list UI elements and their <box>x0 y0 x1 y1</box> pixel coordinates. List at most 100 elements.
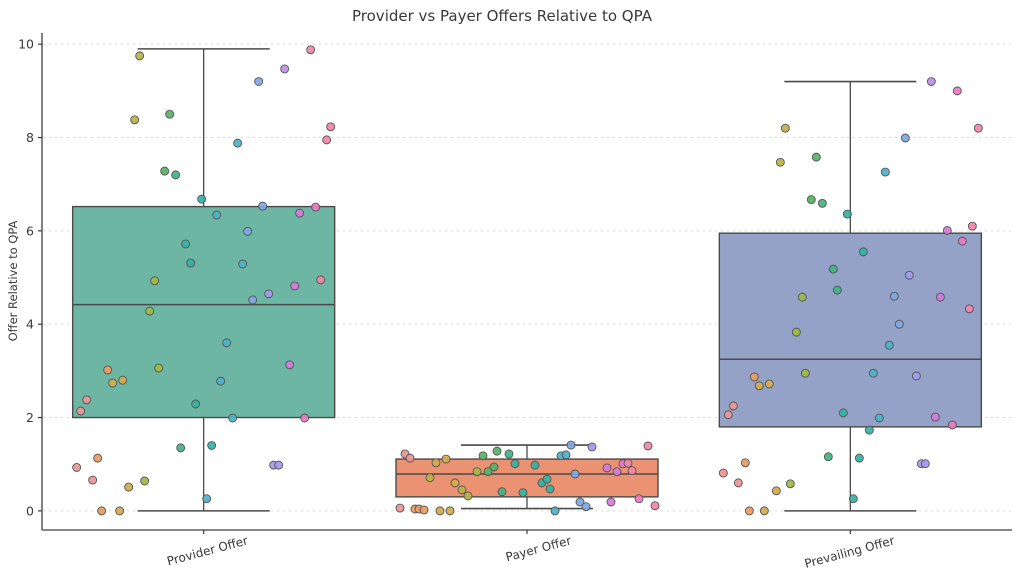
scatter-point <box>97 506 107 516</box>
scatter-point <box>441 454 451 464</box>
scatter-point <box>82 395 92 405</box>
scatter-point <box>612 467 622 477</box>
scatter-point <box>238 259 248 269</box>
scatter-point <box>744 506 754 516</box>
scatter-point <box>842 209 852 219</box>
scatter-point <box>643 441 653 451</box>
scatter-point <box>405 453 415 463</box>
scatter-point <box>926 77 936 86</box>
scatter-point <box>254 77 264 86</box>
scatter-point <box>806 195 816 205</box>
chart-title: Provider vs Payer Offers Relative to QPA <box>352 7 652 25</box>
scatter-point <box>650 501 660 511</box>
scatter-point <box>749 372 759 382</box>
box-payer-offer <box>395 458 659 498</box>
scatter-point <box>115 506 125 516</box>
scatter-point <box>248 295 258 305</box>
scatter-point <box>733 478 743 488</box>
scatter-point <box>848 494 858 504</box>
scatter-point <box>957 236 967 246</box>
scatter-point <box>797 292 807 302</box>
scatter-point <box>627 466 637 476</box>
scatter-point <box>140 476 150 486</box>
scatter-point <box>233 138 243 148</box>
scatter-point <box>775 157 785 167</box>
scatter-point <box>900 133 910 143</box>
scatter-point <box>967 221 977 231</box>
scatter-point <box>854 453 864 463</box>
scatter-point <box>904 270 914 280</box>
scatter-point <box>108 378 118 388</box>
scatter-point <box>478 451 488 461</box>
scatter-point <box>518 488 528 498</box>
scatter-point <box>858 247 868 257</box>
scatter-point <box>811 152 821 162</box>
scatter-point <box>145 306 155 316</box>
scatter-point <box>472 467 482 477</box>
scatter-point <box>964 304 974 314</box>
scatter-point <box>780 123 790 133</box>
scatter-point <box>135 51 145 61</box>
scatter-point <box>176 443 186 453</box>
scatter-point <box>973 123 983 133</box>
scatter-point <box>118 375 128 385</box>
scatter-point <box>575 497 585 507</box>
scatter-point <box>311 202 321 212</box>
scatter-point <box>316 275 326 285</box>
scatter-point <box>930 412 940 422</box>
scatter-point <box>817 198 827 208</box>
scatter-point <box>497 487 507 497</box>
scatter-point <box>326 122 336 132</box>
scatter-point <box>483 467 493 477</box>
scatter-point <box>935 292 945 302</box>
scatter-point <box>285 360 295 370</box>
y-tick-label: 2 <box>26 410 34 425</box>
scatter-point <box>295 208 305 218</box>
scatter-point <box>457 485 467 495</box>
y-tick-label: 4 <box>26 317 34 332</box>
scatter-point <box>274 460 284 470</box>
scatter-point <box>510 459 520 469</box>
scatter-point <box>542 474 552 484</box>
scatter-point <box>150 276 160 286</box>
scatter-point <box>723 410 733 420</box>
scatter-point <box>561 450 571 460</box>
scatter-point <box>290 281 300 291</box>
scatter-point <box>800 368 810 378</box>
scatter-point <box>222 338 232 348</box>
scatter-point <box>450 478 460 488</box>
y-tick-label: 6 <box>26 223 34 238</box>
scatter-point <box>952 86 962 96</box>
y-tick-label: 10 <box>18 37 34 52</box>
scatter-point <box>791 327 801 337</box>
scatter-point <box>530 460 540 470</box>
scatter-point <box>728 401 738 411</box>
scatter-point <box>264 289 274 299</box>
scatter-point <box>425 473 435 483</box>
scatter-point <box>504 449 514 459</box>
scatter-point <box>754 381 764 391</box>
scatter-point <box>202 494 212 504</box>
scatter-point <box>322 135 332 145</box>
scatter-point <box>280 64 290 74</box>
scatter-point <box>759 506 769 516</box>
scatter-point <box>587 442 597 452</box>
scatter-point <box>171 170 181 180</box>
scatter-point <box>566 440 576 450</box>
scatter-point <box>550 506 560 516</box>
scatter-point <box>718 468 728 478</box>
scatter-point <box>623 458 633 468</box>
scatter-point <box>216 376 226 386</box>
scatter-point <box>181 239 191 249</box>
scatter-point <box>785 479 795 489</box>
scatter-point <box>165 109 175 119</box>
scatter-point <box>197 194 207 204</box>
scatter-point <box>300 413 310 423</box>
scatter-point <box>395 503 405 513</box>
scatter-point <box>431 458 441 468</box>
scatter-point <box>920 459 930 469</box>
scatter-point <box>207 441 217 450</box>
scatter-point <box>894 319 904 329</box>
scatter-point <box>130 115 140 125</box>
